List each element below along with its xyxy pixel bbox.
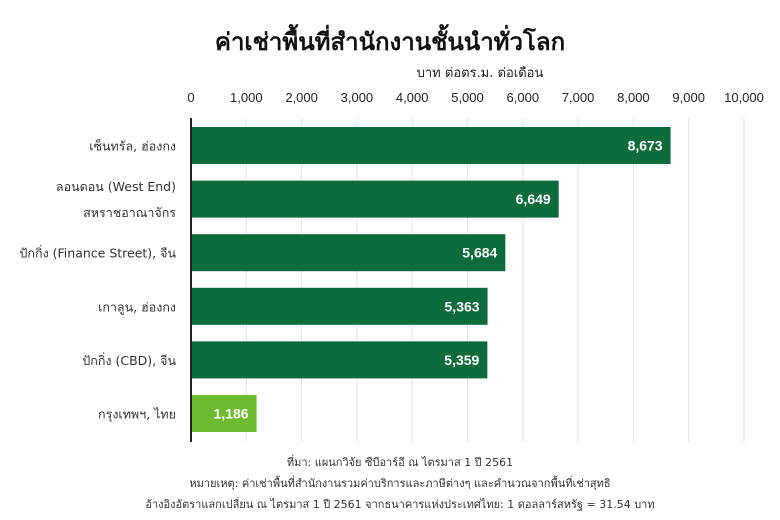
data-label: 1,186 [214, 406, 249, 422]
x-tick-label: 9,000 [672, 90, 705, 105]
category-label: ปักกิ่ง (Finance Street), จีน [20, 245, 177, 261]
data-label: 6,649 [516, 191, 551, 207]
category-label: กรุงเทพฯ, ไทย [98, 407, 176, 423]
category-label: เกาลูน, ฮ่องกง [98, 299, 176, 315]
x-tick-label: 6,000 [507, 90, 540, 105]
x-tick-label: 8,000 [617, 90, 650, 105]
category-label: ลอนดอน (West End) [56, 179, 176, 194]
x-tick-label: 2,000 [285, 90, 318, 105]
data-label: 5,359 [444, 352, 479, 368]
bar [191, 395, 257, 432]
x-tick-label: 4,000 [396, 90, 429, 105]
category-label: เซ็นทรัล, ฮ่องกง [89, 139, 176, 154]
x-tick-label: 10,000 [724, 90, 764, 105]
x-tick-label: 3,000 [341, 90, 374, 105]
chart-title: ค่าเช่าพื้นที่สำนักงานชั้นนำทั่วโลก [214, 28, 566, 56]
data-label: 8,673 [628, 138, 663, 154]
category-label: ปักกิ่ง (CBD), จีน [82, 352, 176, 368]
data-label: 5,363 [445, 298, 480, 314]
bar [191, 287, 488, 325]
bar [191, 180, 559, 218]
data-label: 5,684 [462, 245, 497, 261]
x-tick-label: 0 [187, 90, 194, 105]
bar [191, 341, 488, 379]
axis-unit-label: บาท ต่อตร.ม. ต่อเดือน [416, 66, 544, 81]
source-note: ที่มา: แผนกวิจัย ซีบีอาร์อี ณ ไตรมาส 1 ป… [286, 456, 514, 469]
x-tick-label: 5,000 [451, 90, 484, 105]
bar [191, 234, 506, 272]
category-label: สหราชอาณาจักร [83, 205, 176, 220]
x-tick-label: 7,000 [562, 90, 595, 105]
x-tick-label: 1,000 [230, 90, 263, 105]
chart-notes: ที่มา: แผนกวิจัย ซีบีอาร์อี ณ ไตรมาส 1 ป… [100, 452, 700, 515]
exchange-rate-note: อ้างอิงอัตราแลกเปลี่ยน ณ ไตรมาส 1 ปี 256… [145, 498, 655, 511]
bar [191, 127, 671, 164]
remark-note: หมายเหตุ: ค่าเช่าพื้นที่สำนักงานรวมค่าบร… [189, 477, 611, 490]
